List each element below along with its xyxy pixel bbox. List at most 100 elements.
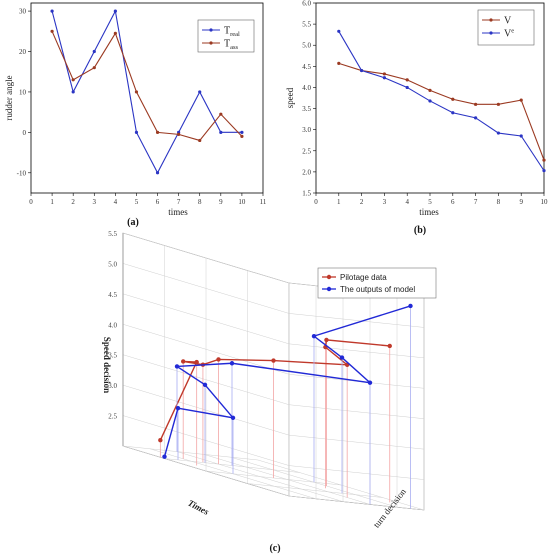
x-tick-label: 5 (135, 198, 139, 206)
x-tick-label: 2 (360, 198, 364, 206)
grid-line (247, 483, 383, 498)
x-tick-label: 11 (260, 198, 267, 206)
data-point (496, 131, 500, 135)
data-point (181, 359, 186, 364)
z-tick-label: 3.5 (108, 352, 117, 360)
data-point (337, 29, 341, 33)
data-point (50, 9, 54, 13)
y-axis-label: speed (285, 87, 295, 108)
caption-c: (c) (269, 543, 280, 554)
data-point (387, 343, 392, 349)
y-tick-label: 30 (19, 8, 27, 16)
series-line-2 (163, 305, 411, 457)
data-point (240, 130, 244, 134)
legend-label: Pilotage data (340, 273, 387, 282)
data-point (162, 454, 167, 459)
legend-box (317, 267, 437, 299)
x-tick-label: 8 (497, 198, 501, 206)
y-tick-label: 2.5 (302, 147, 311, 155)
legend-marker (489, 31, 493, 35)
x-tick-label: 5 (428, 198, 432, 206)
data-point (174, 364, 180, 369)
caption-b: (b) (414, 225, 426, 236)
legend-box (477, 9, 535, 46)
data-point (71, 78, 75, 82)
data-point (367, 380, 373, 385)
data-point (382, 72, 386, 76)
y-tick-label: -10 (17, 169, 27, 177)
data-point (198, 90, 202, 94)
series-line-1 (338, 62, 545, 161)
legend-label: V (504, 16, 512, 27)
x-tick-label: 1 (337, 198, 341, 206)
data-point (324, 337, 329, 343)
data-point (451, 111, 455, 115)
data-point (428, 99, 432, 103)
grid-line (122, 445, 259, 461)
x-tick-label: 9 (219, 198, 223, 206)
x-tick-label: 4 (114, 198, 118, 206)
x-tick-label: 3 (93, 198, 97, 206)
y-tick-label: 3.5 (302, 105, 311, 113)
data-point (405, 78, 409, 82)
data-point (311, 333, 317, 339)
legend-label: Treal (224, 26, 240, 39)
data-point (71, 90, 75, 94)
data-point (175, 405, 181, 411)
x-tick-label: 1 (50, 198, 54, 206)
x-tick-label: 0 (29, 198, 33, 206)
data-point (219, 130, 223, 134)
data-point (92, 49, 96, 54)
x-tick-label: 6 (451, 198, 455, 206)
data-point (382, 76, 386, 80)
series-line-1 (51, 9, 242, 174)
x-tick-label: 10 (541, 198, 549, 206)
data-point (158, 438, 163, 443)
x-tick-label: 4 (405, 198, 409, 206)
y-tick-label: 6.0 (302, 0, 311, 8)
legend-marker (209, 28, 213, 32)
chart-c: 2.5 3.0 3.5 4.0 4.5 5.0 5.5 Speed decision Times… (102, 230, 437, 530)
data-point (519, 98, 523, 102)
data-point (240, 134, 244, 139)
series-line-2 (338, 31, 545, 171)
z-tick-label: 4.5 (108, 291, 117, 299)
x-axis-label: Times (186, 498, 211, 517)
x-tick-label: 6 (156, 198, 160, 206)
data-point (113, 31, 117, 35)
series-line-2 (51, 31, 243, 142)
x-axis-label: times (419, 207, 439, 217)
data-point (155, 171, 160, 175)
x-tick-label: 7 (177, 198, 181, 206)
y-tick-label: 3.0 (302, 126, 311, 134)
legend-marker (489, 18, 493, 22)
y-tick-label: 0 (23, 129, 27, 137)
series-line-1 (159, 339, 390, 441)
x-tick-label: 3 (383, 198, 387, 206)
back-wall (288, 282, 425, 511)
data-point (408, 303, 413, 309)
z-axis-label: Speed decision (102, 337, 112, 393)
y-axis-label: rudder angle (4, 75, 14, 120)
y-tick-label: 20 (19, 48, 27, 56)
grid-line (288, 495, 425, 511)
y-tick-label: 2.0 (302, 168, 311, 176)
z-tick-label: 3.0 (108, 382, 117, 390)
data-point (198, 138, 202, 143)
legend-marker (326, 286, 332, 292)
data-point (134, 130, 139, 134)
legend-marker (209, 41, 213, 45)
data-point (337, 61, 341, 65)
x-tick-label: 0 (314, 198, 318, 206)
data-point (405, 85, 409, 90)
caption-a: (a) (127, 217, 139, 228)
legend-label: Ve (504, 28, 514, 40)
chart-b: 0 1 2 3 4 5 6 7 8 9 10 1.5 2.0 2.5 3.0 3.5 4.0 4.5 5.0 5.5 6… (285, 0, 548, 217)
y-tick-label: 5.5 (302, 21, 311, 29)
data-point (339, 355, 345, 360)
x-tick-label: 9 (519, 198, 523, 206)
data-point (496, 102, 500, 106)
data-point (451, 97, 455, 101)
y-tick-label: 4.0 (302, 84, 311, 92)
